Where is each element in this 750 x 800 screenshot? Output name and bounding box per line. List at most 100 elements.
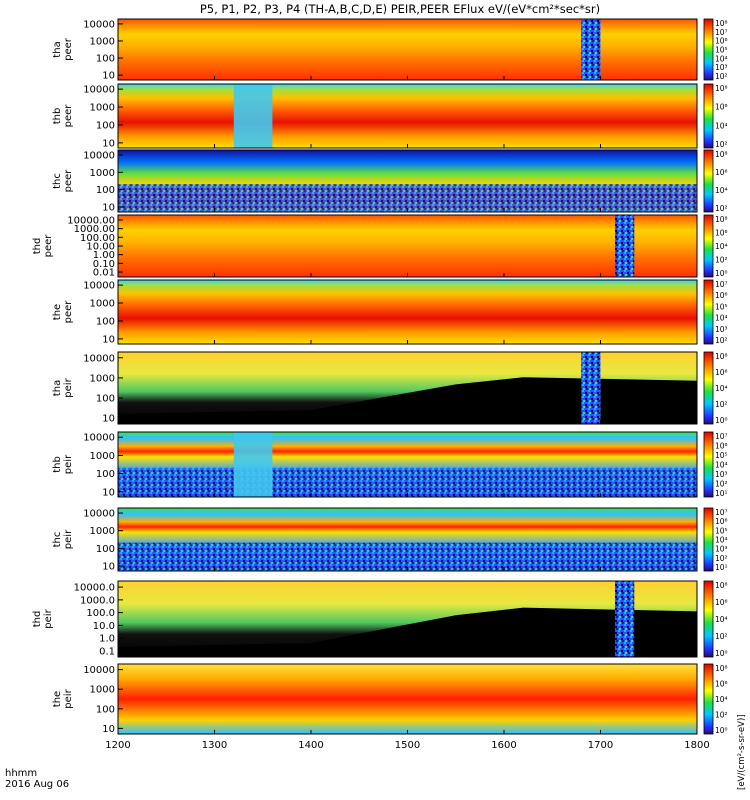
noise-region	[118, 467, 697, 497]
low-flux-region	[118, 607, 697, 657]
y-tick-label: 1000	[90, 451, 115, 462]
colorbar-tick-label: 10²	[715, 711, 728, 720]
colorbar	[703, 431, 714, 498]
spectrogram-panel-thc-peir	[117, 507, 698, 572]
y-tick-label: 1000	[90, 373, 115, 384]
spectrogram-image	[118, 664, 697, 734]
y-tick-label: 10000.00	[67, 215, 115, 226]
colorbar-tick-label: 10⁶	[715, 517, 728, 526]
colorbar-tick-label: 10⁴	[715, 384, 728, 393]
panel-probe-label: tha	[52, 380, 63, 396]
colorbar-tick-label: 10⁴	[715, 186, 728, 195]
y-tick-label: 100.00	[80, 233, 115, 244]
y-tick-label: 10	[102, 334, 115, 345]
colorbar-tick-label: 10⁶	[715, 598, 728, 607]
colorbar-tick-label: 10²	[715, 256, 728, 265]
x-tick-label: 1500	[395, 740, 420, 751]
panel-species-label: peir	[63, 688, 74, 708]
spectrogram-image	[118, 280, 697, 344]
colorbar-tick-label: 10²	[715, 72, 728, 81]
panel-probe-label: the	[52, 691, 63, 707]
time-axis-label-unit: hhmm	[5, 768, 37, 779]
y-tick-label: 100	[96, 544, 115, 555]
colorbar-tick-label: 10²	[715, 480, 728, 489]
figure-title: P5, P1, P2, P3, P4 (TH-A,B,C,D,E) PEIR,P…	[200, 2, 600, 16]
y-tick-label: 100	[96, 185, 115, 196]
colorbar-tick-label: 10⁶	[715, 368, 728, 377]
colorbar-tick-label: 10⁸	[715, 664, 728, 673]
colorbar-tick-label: 10⁵	[715, 451, 728, 460]
y-tick-label: 10	[102, 561, 115, 572]
colorbar-tick-label: 10⁰	[715, 726, 728, 735]
y-tick-label: 1000	[90, 168, 115, 179]
colorbar-tick-label: 10⁴	[715, 615, 728, 624]
y-tick-label: 1000	[90, 685, 115, 696]
colorbar-tick-label: 10³	[715, 470, 728, 479]
y-tick-label: 10000.0	[74, 583, 115, 594]
y-tick-label: 100	[96, 54, 115, 65]
y-tick-label: 10	[102, 203, 115, 214]
colorbar-tick-label: 10⁷	[715, 280, 728, 289]
colorbar-tick-label: 10³	[715, 545, 728, 554]
panel-probe-label: thb	[52, 108, 63, 125]
y-tick-label: 100	[96, 704, 115, 715]
colorbar	[703, 507, 714, 572]
feature-band	[614, 215, 635, 277]
spectrogram-panel-tha-peir	[117, 351, 698, 425]
y-tick-label: 10	[102, 138, 115, 149]
y-tick-label: 100	[96, 316, 115, 327]
colorbar-tick-label: 10⁴	[715, 461, 728, 470]
panel-probe-label: thb	[52, 456, 63, 473]
y-tick-label: 10000	[83, 281, 115, 292]
colorbar-tick-label: 10¹	[715, 563, 728, 572]
colorbar-tick-label: 10⁸	[715, 84, 728, 93]
y-tick-label: 10	[102, 724, 115, 735]
colorbar-tick-label: 10⁰	[715, 416, 728, 425]
y-tick-label: 1000.00	[74, 224, 115, 235]
feature-band	[581, 19, 601, 80]
panel-species-label: peir	[63, 454, 74, 474]
y-tick-label: 10.00	[86, 242, 115, 253]
y-tick-label: 0.01	[93, 268, 115, 279]
y-tick-label: 1000	[90, 526, 115, 537]
colorbar-tick-label: 10⁵	[715, 46, 728, 55]
panel-species-label: peir	[63, 377, 74, 397]
colorbar-tick-label: 10⁷	[715, 432, 728, 441]
y-tick-label: 10	[102, 487, 115, 498]
panel-species-label: peer	[63, 37, 74, 61]
colorbar-tick-label: 10⁸	[715, 150, 728, 159]
spectrogram-panel-tha-peer	[117, 18, 698, 81]
y-tick-label: 1000	[90, 36, 115, 47]
colorbar-tick-label: 10⁷	[715, 28, 728, 37]
panel-probe-label: thd	[32, 238, 43, 255]
colorbar-tick-label: 10⁶	[715, 229, 728, 238]
feature-band	[614, 581, 635, 657]
colorbar-tick-label: 10⁶	[715, 680, 728, 689]
spectrogram-panel-thb-peer	[117, 83, 698, 149]
colorbar-tick-label: 10⁶	[715, 442, 728, 451]
x-tick-label: 1600	[491, 740, 516, 751]
spectrogram-panel-thb-peir	[117, 431, 698, 498]
colorbar-tick-label: 10²	[715, 140, 728, 149]
y-tick-label: 10	[102, 71, 115, 82]
feature-band	[233, 84, 273, 148]
y-tick-label: 100.0	[86, 608, 115, 619]
y-tick-label: 10	[102, 414, 115, 425]
y-tick-label: 1.00	[93, 250, 115, 261]
y-tick-label: 100	[96, 469, 115, 480]
colorbar-tick-label: 10⁵	[715, 302, 728, 311]
x-tick-label: 1800	[684, 740, 709, 751]
colorbar-tick-label: 10⁴	[715, 121, 728, 130]
colorbar-tick-label: 10⁶	[715, 168, 728, 177]
panel-probe-label: thc	[52, 532, 63, 548]
colorbar	[703, 580, 714, 658]
colorbar-tick-label: 10⁴	[715, 314, 728, 323]
colorbar-unit-label: [eV/(cm²-s-sr-eV)]	[737, 714, 747, 790]
colorbar-tick-label: 10⁰	[715, 649, 728, 658]
colorbar	[703, 83, 714, 149]
colorbar-tick-label: 10⁴	[715, 695, 728, 704]
colorbar-tick-label: 10²	[715, 400, 728, 409]
colorbar-tick-label: 10⁵	[715, 526, 728, 535]
y-tick-label: 10000	[83, 85, 115, 96]
